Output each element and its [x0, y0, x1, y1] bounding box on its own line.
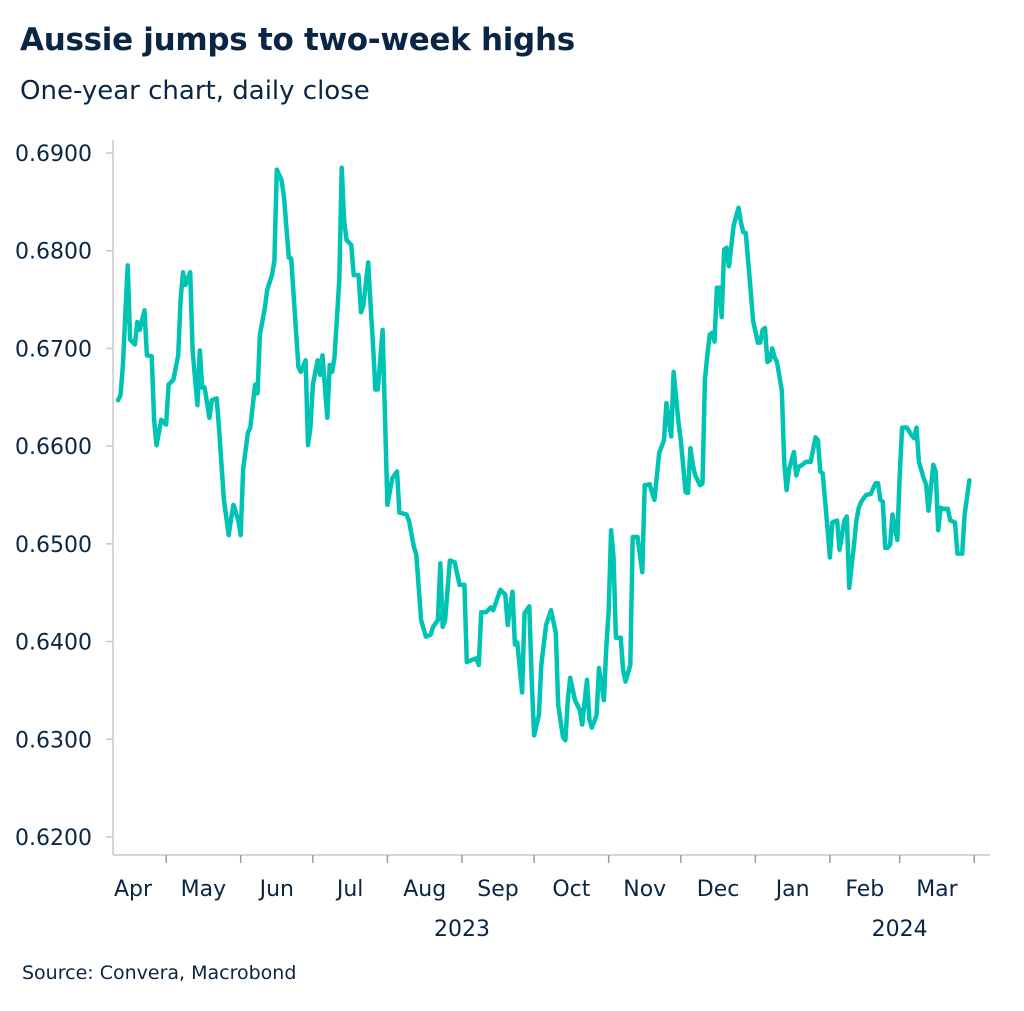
x-tick-label: Apr — [114, 877, 153, 902]
x-tick-label: May — [181, 877, 226, 902]
x-tick-label: Feb — [845, 877, 884, 902]
y-tick-label: 0.6200 — [15, 826, 92, 851]
x-tick-label: Sep — [477, 877, 518, 902]
y-tick-label: 0.6900 — [15, 142, 92, 167]
y-tick-label: 0.6300 — [15, 728, 92, 753]
x-axis-labels: Apr May Jun Jul Aug Sep Oct Nov Dec Jan Feb Mar 2023… — [114, 877, 959, 942]
series-line — [115, 165, 972, 743]
y-axis-labels: 0.6200 0.6300 0.6400 0.6500 0.6600 0.6700 0.68… — [15, 142, 92, 851]
x-year-label: 2024 — [872, 917, 928, 942]
x-tick-label: Oct — [552, 877, 590, 902]
chart-title: Aussie jumps to two-week highs — [20, 22, 575, 58]
y-tick-label: 0.6500 — [15, 533, 92, 558]
x-tick-label: Aug — [403, 877, 446, 902]
x-year-label: 2023 — [434, 917, 490, 942]
axes — [106, 140, 990, 863]
y-tick-label: 0.6400 — [15, 631, 92, 656]
y-tick-label: 0.6800 — [15, 240, 92, 265]
x-tick-label: Jul — [335, 877, 364, 902]
source-note: Source: Convera, Macrobond — [22, 962, 297, 984]
x-tick-label: Mar — [916, 877, 958, 902]
x-tick-label: Jan — [774, 877, 810, 902]
y-tick-label: 0.6700 — [15, 337, 92, 362]
x-tick-label: Jun — [258, 877, 294, 902]
x-tick-label: Nov — [623, 877, 666, 902]
chart-subtitle: One-year chart, daily close — [20, 76, 370, 106]
y-tick-label: 0.6600 — [15, 435, 92, 460]
x-tick-label: Dec — [697, 877, 740, 902]
